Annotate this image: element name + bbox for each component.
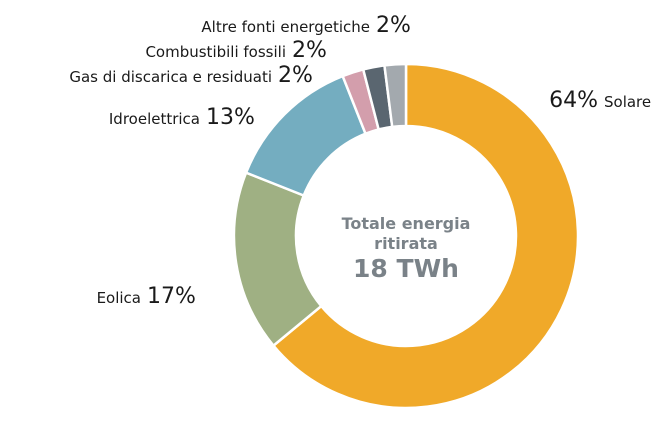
center-label: Totale energia ritirata <box>341 214 471 253</box>
value-label: 2% <box>278 63 313 88</box>
category-label: Combustibili fossili <box>145 43 286 61</box>
center-value: 18 TWh <box>353 254 459 283</box>
category-label: Eolica <box>97 289 141 307</box>
category-label: Solare <box>604 93 651 111</box>
value-label: 2% <box>292 38 327 63</box>
category-label: Altre fonti energetiche <box>201 18 370 36</box>
donut-slice <box>383 62 408 129</box>
category-label: Gas di discarica e residuati <box>69 68 272 86</box>
category-label: Idroelettrica <box>109 110 200 128</box>
value-label: 64% <box>549 88 598 113</box>
value-label: 17% <box>147 284 196 309</box>
center-text: Totale energia ritirata 18 TWh <box>331 214 481 284</box>
donut-slice <box>244 74 368 198</box>
donut-slice <box>271 62 580 410</box>
value-label: 2% <box>376 13 411 38</box>
value-label: 13% <box>206 105 255 130</box>
